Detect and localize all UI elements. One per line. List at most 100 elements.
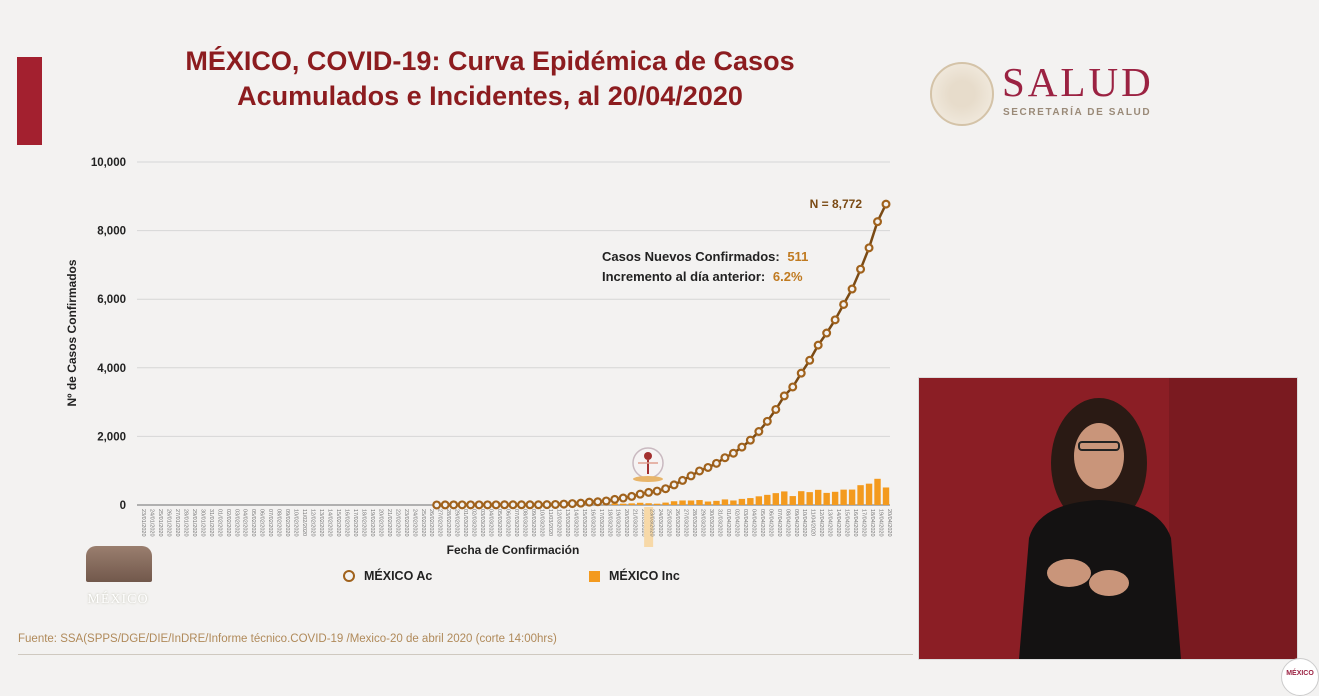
- bar-mexico-inc: [764, 495, 770, 505]
- point-mexico-ac: [577, 500, 584, 507]
- increase-value: 6.2%: [773, 269, 803, 284]
- x-tick-label: 11/02/2020: [301, 509, 307, 536]
- bar-mexico-inc: [662, 503, 668, 505]
- point-mexico-ac: [450, 501, 457, 508]
- bar-mexico-inc: [671, 501, 677, 505]
- x-tick-label: 21/02/2020: [386, 509, 392, 537]
- point-mexico-ac: [738, 444, 745, 451]
- x-tick-label: 27/03/2020: [683, 509, 689, 537]
- x-tick-label: 06/04/2020: [767, 509, 773, 537]
- bar-mexico-inc: [849, 490, 855, 505]
- point-mexico-ac: [586, 499, 593, 506]
- point-mexico-ac: [459, 501, 466, 508]
- x-tick-label: 20/04/2020: [886, 509, 892, 537]
- x-tick-label: 03/04/2020: [742, 509, 748, 537]
- point-mexico-ac: [476, 501, 483, 508]
- point-mexico-ac: [569, 500, 576, 507]
- x-tick-label: 06/02/2020: [259, 509, 265, 537]
- x-tick-label: 19/02/2020: [369, 509, 375, 537]
- bar-mexico-inc: [866, 484, 872, 505]
- bar-mexico-inc: [823, 493, 829, 505]
- x-tick-label: 28/01/2020: [182, 509, 188, 537]
- total-annotation: N = 8,772: [810, 197, 863, 211]
- bar-mexico-inc: [781, 491, 787, 505]
- point-mexico-ac: [442, 502, 449, 509]
- point-mexico-ac: [611, 496, 618, 503]
- point-mexico-ac: [832, 316, 839, 323]
- x-tick-label: 09/02/2020: [284, 509, 290, 537]
- point-mexico-ac: [688, 473, 695, 480]
- x-tick-label: 31/03/2020: [716, 509, 722, 537]
- heroes-illustration-icon: [86, 546, 152, 582]
- point-mexico-ac: [552, 501, 559, 508]
- point-mexico-ac: [823, 330, 830, 337]
- x-tick-label: 05/02/2020: [250, 509, 256, 537]
- x-tick-label: 16/04/2020: [852, 509, 858, 537]
- x-tick-label: 10/04/2020: [801, 509, 807, 537]
- x-tick-label: 18/03/2020: [606, 509, 612, 537]
- point-mexico-ac: [493, 501, 500, 508]
- x-tick-label: 05/04/2020: [759, 509, 765, 537]
- gobierno-mexico-logo: MÉXICO: [78, 540, 158, 615]
- x-tick-label: 21/03/2020: [632, 509, 638, 537]
- x-tick-label: 09/04/2020: [793, 509, 799, 537]
- x-tick-label: 29/03/2020: [700, 509, 706, 537]
- point-mexico-ac: [781, 392, 788, 399]
- point-mexico-ac: [484, 501, 491, 508]
- x-tick-label: 27/01/2020: [174, 509, 180, 537]
- point-mexico-ac: [806, 357, 813, 364]
- point-mexico-ac: [594, 498, 601, 505]
- point-mexico-ac: [467, 501, 474, 508]
- new-cases-value: 511: [787, 249, 808, 264]
- x-tick-label: 08/02/2020: [276, 509, 282, 537]
- bar-mexico-inc: [883, 487, 889, 505]
- point-mexico-ac: [696, 468, 703, 475]
- legend-label: MÉXICO Inc: [609, 569, 680, 583]
- x-tick-label: 23/01/2020: [140, 509, 146, 537]
- bar-mexico-inc: [832, 492, 838, 505]
- bar-mexico-inc: [637, 503, 643, 505]
- bar-mexico-inc: [688, 501, 694, 505]
- x-tick-label: 24/03/2020: [657, 509, 663, 537]
- x-tick-label: 16/03/2020: [589, 509, 595, 537]
- legend-marker-circle-icon: [343, 570, 355, 582]
- x-tick-label: 14/04/2020: [835, 509, 841, 537]
- x-tick-label: 20/02/2020: [377, 509, 383, 537]
- bar-mexico-inc: [722, 499, 728, 505]
- source-note: Fuente: SSA(SPPS/DGE/DIE/InDRE/Informe t…: [18, 633, 557, 645]
- x-tick-label: 23/02/2020: [403, 509, 409, 537]
- legend-marker-square-icon: [589, 571, 600, 582]
- x-tick-label: 29/02/2020: [454, 509, 460, 537]
- y-tick-label: 8,000: [97, 226, 126, 238]
- x-tick-label: 02/04/2020: [733, 509, 739, 537]
- point-mexico-ac: [705, 464, 712, 471]
- point-mexico-ac: [722, 454, 729, 461]
- x-tick-label: 07/02/2020: [267, 509, 273, 537]
- gobierno-mexico-badge: MÉXICO: [1281, 658, 1319, 696]
- x-tick-label: 17/02/2020: [352, 509, 358, 537]
- x-tick-label: 12/02/2020: [310, 509, 316, 537]
- footer-divider: [18, 654, 913, 655]
- y-tick-label: 10,000: [91, 157, 126, 169]
- bar-mexico-inc: [798, 491, 804, 505]
- point-mexico-ac: [874, 218, 881, 225]
- x-tick-label: 03/02/2020: [233, 509, 239, 537]
- point-mexico-ac: [544, 501, 551, 508]
- point-mexico-ac: [789, 384, 796, 391]
- x-tick-label: 13/02/2020: [318, 509, 324, 537]
- x-tick-label: 16/02/2020: [343, 509, 349, 537]
- x-axis-title: Fecha de Confirmación: [447, 543, 580, 557]
- x-tick-label: 22/02/2020: [394, 509, 400, 537]
- x-tick-label: 01/02/2020: [216, 509, 222, 537]
- x-tick-label: 28/03/2020: [691, 509, 697, 537]
- x-tick-label: 06/03/2020: [505, 509, 511, 537]
- new-cases-label: Casos Nuevos Confirmados:: [602, 249, 780, 264]
- x-tick-label: 08/04/2020: [784, 509, 790, 537]
- point-mexico-ac: [764, 418, 771, 425]
- point-mexico-ac: [840, 301, 847, 308]
- x-tick-label: 26/02/2020: [428, 509, 434, 537]
- x-tick-label: 07/04/2020: [776, 509, 782, 537]
- x-tick-label: 26/03/2020: [674, 509, 680, 537]
- x-tick-label: 08/03/2020: [521, 509, 527, 537]
- x-tick-label: 10/02/2020: [293, 509, 299, 537]
